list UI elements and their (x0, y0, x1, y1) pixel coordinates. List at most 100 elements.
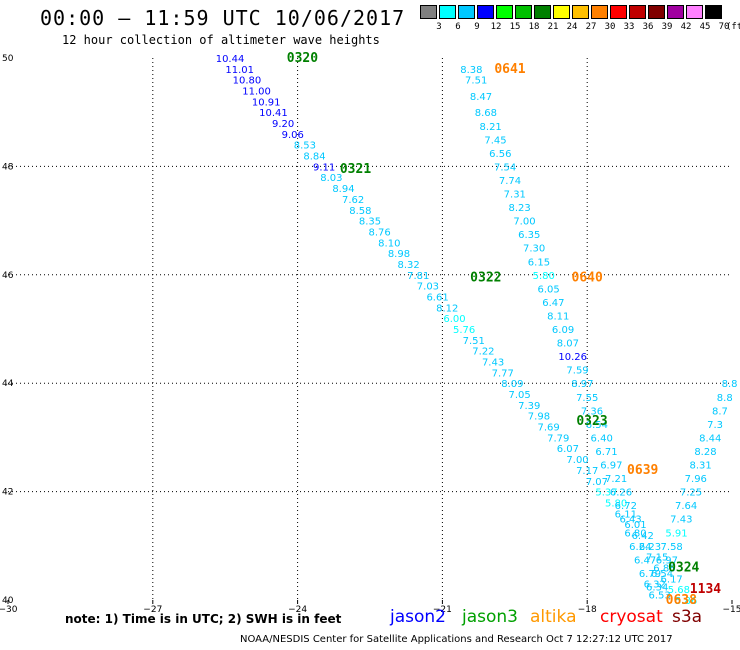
wave-height-value: 6.54 (651, 569, 673, 580)
wave-height-value: 7.36 (581, 406, 603, 417)
legend-altika: altika (530, 607, 577, 627)
wave-height-value: 7.43 (670, 515, 692, 526)
wave-height-value: 7.51 (465, 76, 487, 87)
longitude-tick-label: −27 (143, 605, 162, 615)
wave-height-value: 10.26 (558, 352, 587, 363)
color-scale-label: 6 (455, 22, 461, 32)
latitude-tick-label: 42 (2, 488, 13, 498)
wave-height-value: 6.07 (557, 444, 579, 455)
longitude-tick-label: −15 (723, 605, 740, 615)
pass-time-label: 0641 (494, 62, 525, 77)
wave-height-value: 6.32 (644, 580, 666, 591)
wave-height-value: 6.56 (489, 149, 511, 160)
color-swatch (591, 5, 608, 19)
color-scale-label: 9 (474, 22, 480, 32)
wave-height-value: 8.97 (571, 379, 593, 390)
wave-height-value: 7.55 (576, 393, 598, 404)
color-scale-label: 12 (490, 22, 502, 32)
color-scale-label: 42 (680, 22, 692, 32)
wave-height-value: 7.62 (342, 195, 364, 206)
color-swatch (686, 5, 703, 19)
wave-height-observations: 10.4411.0110.8011.0010.9110.419.209.068.… (216, 54, 738, 607)
pass-time-label: 0323 (576, 414, 607, 429)
wave-height-value: 8.09 (501, 379, 523, 390)
color-scale-label: 15 (509, 22, 521, 32)
wave-height-value: 9.20 (272, 119, 294, 130)
wave-height-value: 6.00 (443, 314, 465, 325)
legend-s3a: s3a (672, 607, 703, 627)
wave-height-value: 7.03 (417, 282, 439, 293)
wave-height-value: 7.00 (513, 217, 535, 228)
color-scale-label: 18 (528, 22, 540, 32)
wave-height-value: 8.84 (303, 152, 325, 163)
color-swatch (420, 5, 437, 19)
color-swatch (553, 5, 570, 19)
wave-height-value: 8.31 (689, 461, 711, 472)
wave-height-value: 10.80 (233, 76, 262, 87)
color-swatch (496, 5, 513, 19)
wave-height-value: 5.80 (533, 271, 555, 282)
color-swatch (705, 5, 722, 19)
wave-height-value: 8.68 (475, 108, 497, 119)
wave-height-value: 7.79 (547, 433, 569, 444)
wave-height-value: 8.35 (359, 217, 381, 228)
wave-height-value: 6.11 (615, 509, 637, 520)
color-scale-label: 39 (661, 22, 673, 32)
color-swatch (610, 5, 627, 19)
wave-height-value: 5.86 (675, 596, 697, 607)
wave-height-value: 8.28 (694, 447, 716, 458)
wave-height-value: 5.80 (605, 498, 627, 509)
color-scale-label: 33 (623, 22, 635, 32)
color-swatch (477, 5, 494, 19)
axis-ticks: −30 −27 −24 −21 −18 −15 50 48 46 44 42 40 (0, 54, 740, 615)
wave-height-value: 7.74 (499, 176, 521, 187)
color-swatch (629, 5, 646, 19)
wave-height-value: 5.76 (453, 325, 475, 336)
wave-height-value: 7.05 (508, 390, 530, 401)
wave-height-value: 6.26 (610, 488, 632, 499)
color-scale-label: 30 (604, 22, 616, 32)
wave-height-value: 7.15 (646, 553, 668, 564)
longitude-tick-label: −30 (0, 605, 18, 615)
wave-height-value: 8.03 (320, 173, 342, 184)
latitude-tick-label: 46 (2, 271, 14, 281)
wave-height-value: 6.34 (646, 582, 668, 593)
wave-height-value: 8.58 (349, 206, 371, 217)
wave-height-value: 7.54 (494, 162, 516, 173)
wave-height-value: 8.76 (369, 227, 391, 238)
wave-height-value: 6.97 (600, 461, 622, 472)
pass-time-label: 0322 (470, 271, 501, 286)
pass-time-label: 0324 (668, 560, 699, 575)
page-subtitle: 12 hour collection of altimeter wave hei… (62, 33, 380, 47)
wave-height-value: 9.06 (282, 130, 304, 141)
wave-height-value: 8.98 (388, 249, 410, 260)
color-scale-label: 27 (585, 22, 597, 32)
color-swatch (439, 5, 456, 19)
color-swatch (515, 5, 532, 19)
wave-height-value: 8.7 (712, 406, 728, 417)
wave-height-value: 7.96 (685, 474, 707, 485)
wave-height-value: 7.17 (576, 466, 598, 477)
color-scale-unit: (ft) (726, 22, 740, 32)
wave-height-value: 8.21 (480, 122, 502, 133)
wave-height-value: 10.41 (259, 108, 288, 119)
legend-jason3: jason3 (462, 607, 518, 627)
wave-height-value: 7.30 (523, 244, 545, 255)
longitude-tick-label: −18 (578, 605, 597, 615)
wave-height-value: 6.71 (595, 447, 617, 458)
pass-time-label: 1134 (690, 582, 721, 597)
wave-height-value: 10.44 (216, 54, 245, 65)
wave-height-value: 5.91 (665, 528, 687, 539)
wave-height-value: 9.11 (313, 162, 335, 173)
color-scale-label: 45 (699, 22, 711, 32)
color-swatch (572, 5, 589, 19)
wave-height-value: 7.51 (463, 336, 485, 347)
wave-height-value: 8.10 (378, 238, 400, 249)
wave-height-value: 7.58 (661, 542, 683, 553)
wave-height-value: 5.37 (595, 488, 617, 499)
wave-height-value: 7.43 (482, 358, 504, 369)
wave-height-value: 6.54 (586, 420, 608, 431)
wave-height-value: 8.47 (470, 92, 492, 103)
wave-height-value: 8.44 (699, 433, 721, 444)
wave-height-value: 7.25 (680, 488, 702, 499)
